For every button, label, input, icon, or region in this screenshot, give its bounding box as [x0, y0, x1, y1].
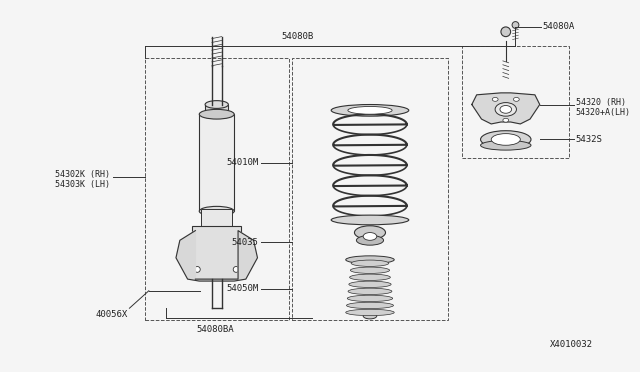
- Ellipse shape: [500, 106, 511, 113]
- Ellipse shape: [481, 140, 531, 150]
- Text: 5432S: 5432S: [575, 135, 602, 144]
- Ellipse shape: [205, 101, 228, 108]
- Ellipse shape: [501, 27, 511, 36]
- Text: 54035: 54035: [232, 238, 259, 247]
- Ellipse shape: [481, 131, 531, 148]
- Ellipse shape: [331, 215, 409, 225]
- Ellipse shape: [513, 97, 519, 101]
- Text: 54010M: 54010M: [226, 158, 259, 167]
- Ellipse shape: [187, 257, 193, 263]
- Ellipse shape: [199, 206, 234, 216]
- Text: 54320+A(LH): 54320+A(LH): [575, 108, 630, 117]
- Ellipse shape: [355, 226, 385, 239]
- Polygon shape: [472, 93, 540, 124]
- Text: X4010032: X4010032: [550, 340, 593, 349]
- Ellipse shape: [348, 106, 392, 114]
- Ellipse shape: [331, 105, 409, 116]
- Text: 54080B: 54080B: [281, 32, 314, 41]
- Ellipse shape: [350, 267, 390, 273]
- Text: 40056X: 40056X: [95, 310, 127, 319]
- Ellipse shape: [346, 302, 394, 309]
- Ellipse shape: [346, 256, 394, 264]
- Ellipse shape: [199, 109, 234, 119]
- Bar: [199, 114, 234, 211]
- Ellipse shape: [349, 281, 391, 288]
- Ellipse shape: [241, 257, 247, 263]
- Text: 54303K (LH): 54303K (LH): [55, 180, 110, 189]
- Ellipse shape: [349, 274, 390, 280]
- Ellipse shape: [348, 295, 393, 302]
- Ellipse shape: [363, 232, 377, 240]
- Text: 54050M: 54050M: [226, 284, 259, 293]
- Text: 54302K (RH): 54302K (RH): [55, 170, 110, 179]
- Bar: [292, 58, 447, 320]
- Bar: [462, 46, 569, 158]
- Ellipse shape: [492, 134, 520, 145]
- Bar: [193, 226, 241, 279]
- Ellipse shape: [495, 103, 516, 116]
- Ellipse shape: [503, 118, 509, 122]
- Ellipse shape: [492, 97, 498, 101]
- Ellipse shape: [356, 235, 383, 245]
- Bar: [145, 58, 289, 320]
- Text: 54080BA: 54080BA: [196, 325, 234, 334]
- Bar: [201, 209, 232, 231]
- Ellipse shape: [363, 313, 377, 319]
- Ellipse shape: [233, 266, 239, 272]
- Ellipse shape: [195, 266, 200, 272]
- Polygon shape: [176, 231, 257, 281]
- Bar: [205, 105, 228, 116]
- Ellipse shape: [351, 260, 388, 266]
- Ellipse shape: [512, 22, 519, 28]
- Ellipse shape: [346, 309, 394, 315]
- Text: 54320 (RH): 54320 (RH): [575, 98, 626, 107]
- Text: 54080A: 54080A: [543, 22, 575, 31]
- Ellipse shape: [348, 288, 392, 295]
